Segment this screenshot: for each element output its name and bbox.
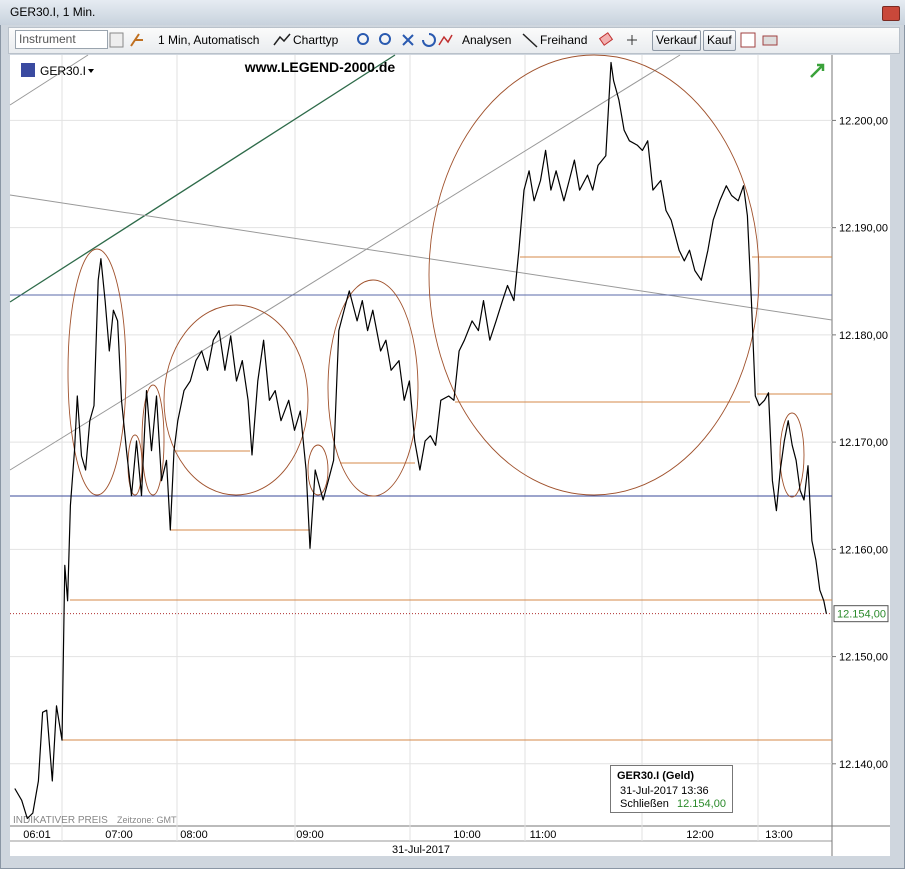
icon[interactable] <box>273 33 291 46</box>
instrument-input[interactable]: Instrument <box>15 30 108 49</box>
x-tick-label: 07:00 <box>105 829 133 841</box>
y-tick-label: 12.170,00 <box>839 437 888 449</box>
freehand-menu[interactable]: Freihand <box>540 33 588 47</box>
instrument-name[interactable]: GER30.I <box>40 64 86 78</box>
last-price-label: 12.154,00 <box>837 609 886 621</box>
x-tick-label: 08:00 <box>180 829 208 841</box>
charttype-menu[interactable]: Charttyp <box>293 33 339 47</box>
y-tick-label: 12.160,00 <box>839 544 888 556</box>
icon[interactable] <box>598 32 614 46</box>
sell-button[interactable]: Verkauf <box>652 30 701 51</box>
x-tick-label: 09:00 <box>296 829 324 841</box>
tool-icons[interactable] <box>597 31 647 49</box>
icon[interactable] <box>438 34 453 46</box>
icon[interactable] <box>422 33 436 47</box>
circle-annotation <box>428 54 760 496</box>
trend-arrow-icon <box>810 63 825 78</box>
timezone-text: Zeitzone: GMT <box>117 815 177 825</box>
circle-annotation <box>141 384 165 496</box>
circle-annotation <box>327 279 419 497</box>
toolbar-icons[interactable] <box>109 31 155 49</box>
x-tick-label: 06:01 <box>23 829 51 841</box>
icon[interactable] <box>357 33 369 45</box>
toolbar: Instrument 1 Min, Automatisch Charttyp A… <box>8 27 900 54</box>
icon[interactable] <box>109 32 124 48</box>
circle-annotation <box>307 444 329 496</box>
icon[interactable] <box>130 33 143 47</box>
x-tick-label: 13:00 <box>765 829 793 841</box>
info-title: GER30.I (Geld) <box>617 770 695 782</box>
buy-button[interactable]: Kauf <box>703 30 736 51</box>
info-box: GER30.I (Geld) 31-Jul-2017 13:36 Schließ… <box>610 765 733 813</box>
info-datetime: 31-Jul-2017 13:36 <box>620 785 709 797</box>
status-text: INDIKATIVER PREIS <box>13 815 108 826</box>
circle-annotation <box>67 248 127 496</box>
icon[interactable] <box>522 33 538 48</box>
info-close-value: 12.154,00 <box>677 798 726 810</box>
interval-menu[interactable]: 1 Min, Automatisch <box>158 33 260 47</box>
y-tick-label: 12.150,00 <box>839 652 888 664</box>
dropdown-arrow[interactable] <box>88 69 94 73</box>
price-line <box>14 61 827 820</box>
icon[interactable] <box>762 35 778 46</box>
trend-line <box>9 54 89 106</box>
trend-line <box>9 194 833 321</box>
horizontal-grid <box>10 119 832 765</box>
y-tick-label: 12.140,00 <box>839 759 888 771</box>
circle-annotation <box>163 304 309 496</box>
y-tick-label: 12.190,00 <box>839 223 888 235</box>
watermark: www.LEGEND-2000.de <box>244 59 396 75</box>
trend-line <box>9 54 396 303</box>
zoom-icons[interactable] <box>355 31 453 49</box>
icon[interactable] <box>402 34 414 46</box>
info-close-label: Schließen <box>620 798 669 810</box>
x-tick-label: 11:00 <box>530 829 557 841</box>
icon[interactable] <box>521 31 539 49</box>
more-icons[interactable] <box>739 31 789 49</box>
date-label: 31-Jul-2017 <box>392 844 450 856</box>
title-bar: GER30.I, 1 Min. <box>0 0 905 25</box>
x-tick-label: 12:00 <box>686 829 714 841</box>
y-axis-area <box>832 55 890 826</box>
close-button[interactable] <box>882 6 900 21</box>
analyses-menu[interactable]: Analysen <box>462 33 512 47</box>
plot-area <box>10 55 832 826</box>
icon[interactable] <box>740 32 756 48</box>
last-price-box <box>833 605 889 623</box>
y-tick-label: 12.180,00 <box>839 330 888 342</box>
instrument-icon <box>21 63 35 77</box>
window-title: GER30.I, 1 Min. <box>10 5 96 19</box>
circle-annotation <box>779 412 805 498</box>
x-tick-label: 10:00 <box>453 829 481 841</box>
marks: 12.140,00 12.150,00 12.160,00 12.170,00 12.1… <box>10 61 889 841</box>
icon[interactable] <box>379 33 391 45</box>
y-tick-label: 12.200,00 <box>839 115 888 127</box>
icon[interactable] <box>272 31 292 49</box>
icon[interactable] <box>627 35 637 45</box>
